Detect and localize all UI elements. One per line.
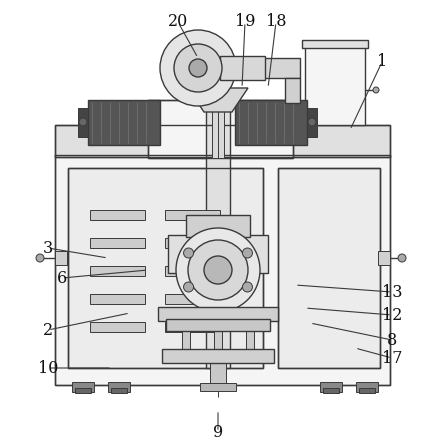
Circle shape bbox=[174, 44, 222, 92]
Text: 9: 9 bbox=[213, 424, 223, 440]
Bar bbox=[111, 388, 127, 393]
Circle shape bbox=[308, 118, 316, 126]
Bar bbox=[359, 388, 375, 393]
Circle shape bbox=[373, 87, 379, 93]
Bar bbox=[90, 294, 145, 304]
Bar bbox=[323, 388, 339, 393]
Bar bbox=[220, 56, 265, 80]
Bar bbox=[108, 382, 130, 392]
Bar bbox=[182, 329, 190, 351]
Bar bbox=[68, 168, 263, 368]
Bar bbox=[166, 319, 270, 331]
Text: 6: 6 bbox=[57, 270, 67, 286]
Bar bbox=[238, 58, 300, 78]
Bar bbox=[165, 210, 220, 220]
Circle shape bbox=[160, 30, 236, 106]
Circle shape bbox=[204, 256, 232, 284]
Text: 17: 17 bbox=[382, 349, 402, 366]
Bar bbox=[162, 349, 274, 363]
Text: 20: 20 bbox=[168, 13, 188, 31]
Circle shape bbox=[176, 228, 260, 312]
Bar bbox=[90, 266, 145, 276]
Text: 10: 10 bbox=[38, 360, 58, 377]
Bar bbox=[206, 88, 230, 368]
Bar bbox=[88, 100, 160, 145]
Text: 2: 2 bbox=[43, 321, 53, 338]
Bar bbox=[307, 108, 317, 137]
Bar bbox=[55, 155, 390, 385]
Bar bbox=[165, 294, 220, 304]
Bar bbox=[55, 155, 390, 385]
Bar bbox=[285, 78, 300, 103]
Circle shape bbox=[243, 282, 253, 292]
Bar bbox=[55, 125, 390, 157]
Bar bbox=[165, 266, 220, 276]
Bar bbox=[214, 329, 222, 351]
Bar bbox=[246, 329, 254, 351]
Bar bbox=[90, 238, 145, 248]
Bar bbox=[90, 322, 145, 332]
Circle shape bbox=[184, 282, 194, 292]
Bar bbox=[186, 215, 250, 237]
Bar bbox=[165, 322, 220, 332]
Bar bbox=[55, 125, 390, 157]
Bar bbox=[356, 382, 378, 392]
Bar bbox=[90, 210, 145, 220]
Bar bbox=[378, 251, 390, 265]
Text: 12: 12 bbox=[382, 306, 402, 324]
Bar bbox=[210, 361, 226, 389]
Bar bbox=[320, 382, 342, 392]
Bar bbox=[165, 238, 220, 248]
Circle shape bbox=[184, 248, 194, 258]
Bar bbox=[148, 100, 293, 158]
Text: 8: 8 bbox=[387, 332, 397, 349]
Bar bbox=[278, 168, 380, 368]
Text: 18: 18 bbox=[266, 13, 286, 31]
Bar bbox=[212, 108, 224, 158]
Bar bbox=[75, 388, 91, 393]
Bar bbox=[158, 307, 278, 321]
Bar bbox=[200, 383, 236, 391]
Text: 1: 1 bbox=[377, 53, 387, 71]
Bar bbox=[55, 251, 67, 265]
Bar bbox=[148, 100, 293, 158]
Circle shape bbox=[188, 240, 248, 300]
Bar bbox=[168, 235, 268, 273]
Text: 13: 13 bbox=[382, 284, 402, 301]
Bar bbox=[278, 168, 380, 368]
Bar bbox=[78, 108, 88, 137]
Bar bbox=[302, 40, 368, 48]
Polygon shape bbox=[188, 88, 248, 112]
Circle shape bbox=[243, 248, 253, 258]
Bar bbox=[72, 382, 94, 392]
Bar bbox=[305, 45, 365, 125]
Circle shape bbox=[79, 118, 87, 126]
Circle shape bbox=[398, 254, 406, 262]
Bar bbox=[235, 100, 307, 145]
Text: 3: 3 bbox=[43, 239, 53, 257]
Text: 19: 19 bbox=[235, 13, 255, 31]
Circle shape bbox=[36, 254, 44, 262]
Circle shape bbox=[189, 59, 207, 77]
Bar bbox=[68, 168, 263, 368]
